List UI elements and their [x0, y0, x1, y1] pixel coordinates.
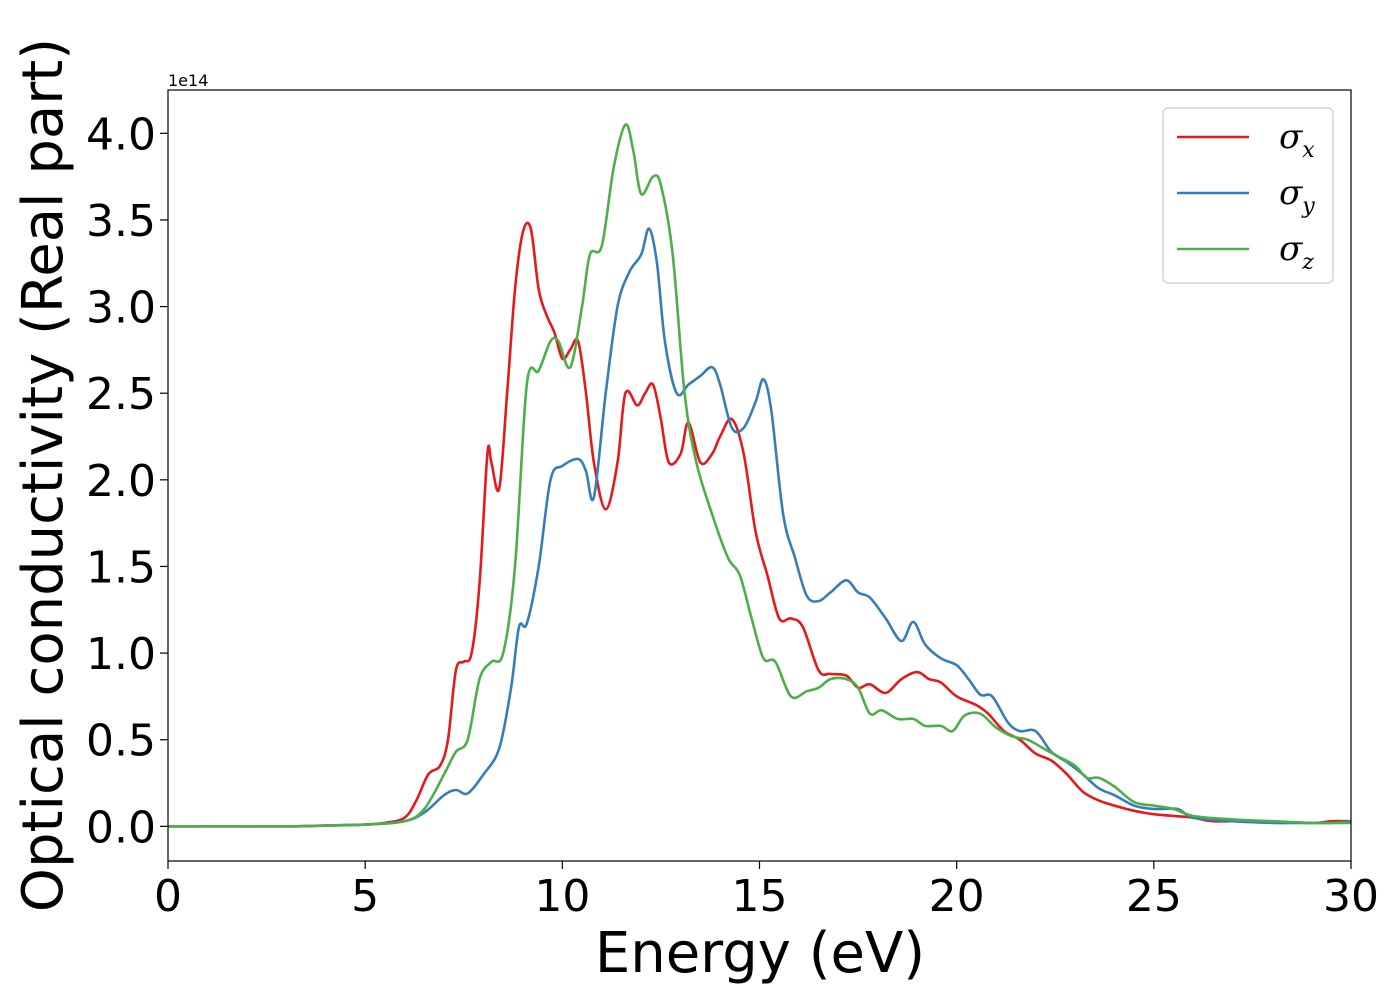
- y-offset-label: 1e14: [168, 71, 208, 90]
- x-tick-label: 25: [1126, 871, 1182, 922]
- y-axis-label: Optical conductivity (Real part): [11, 38, 76, 912]
- x-axis-label: Energy (eV): [595, 921, 925, 986]
- legend-label-y: σy: [1279, 173, 1315, 219]
- y-tick-label: 1.5: [86, 542, 156, 593]
- x-tick-label: 10: [534, 871, 590, 922]
- x-tick-label: 20: [929, 871, 985, 922]
- series-line-z: [167, 123, 1352, 828]
- legend-symbol: σ: [1279, 173, 1303, 213]
- x-tick-label: 5: [351, 871, 379, 922]
- y-tick-label: 3.0: [86, 283, 156, 334]
- x-tick-label: 0: [154, 871, 182, 922]
- legend-symbol: σ: [1279, 229, 1303, 269]
- y-tick-label: 3.5: [86, 196, 156, 247]
- legend-symbol: σ: [1279, 117, 1303, 157]
- series-line-y: [167, 227, 1352, 828]
- legend-label-x: σx: [1279, 117, 1315, 163]
- y-tick-label: 0.0: [86, 802, 156, 853]
- legend-label-z: σz: [1279, 229, 1314, 275]
- x-tick-label: 15: [732, 871, 788, 922]
- series-line-x: [167, 221, 1352, 828]
- y-tick-label: 4.0: [86, 109, 156, 160]
- y-tick-label: 1.0: [86, 629, 156, 680]
- legend-subscript: y: [1301, 194, 1315, 219]
- y-axis-ticks: 0.0 0.5 1.0 1.5 2.0 2.5 3.0 3.5 4.0: [86, 109, 168, 853]
- legend-subscript: x: [1302, 138, 1315, 163]
- legend-box: [1162, 107, 1334, 284]
- y-tick-label: 2.5: [86, 369, 156, 420]
- x-tick-label: 30: [1323, 871, 1379, 922]
- y-tick-label: 0.5: [86, 716, 156, 767]
- plot-lines: [167, 123, 1352, 828]
- legend-subscript: z: [1301, 250, 1314, 275]
- x-axis-ticks: 0 5 10 15 20 25 30: [154, 861, 1379, 922]
- y-tick-label: 2.0: [86, 456, 156, 507]
